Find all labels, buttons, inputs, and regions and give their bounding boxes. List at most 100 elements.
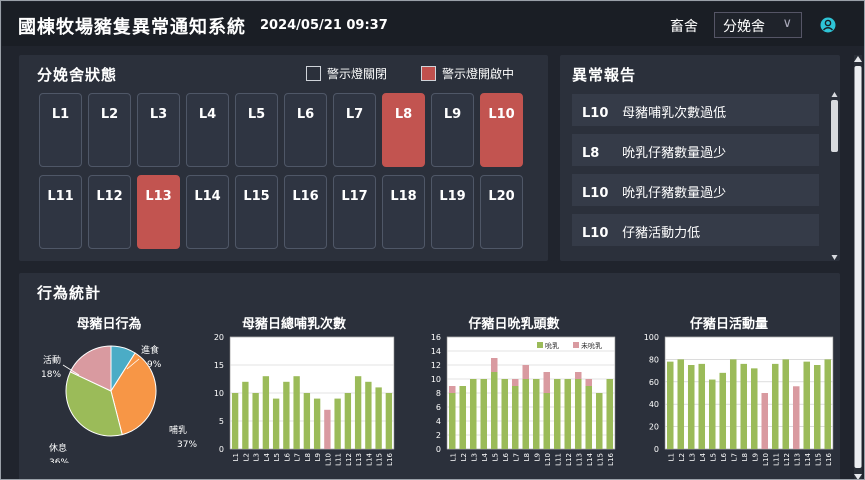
bar-l3 <box>252 393 259 449</box>
leader-line <box>62 364 80 376</box>
pen-l4[interactable]: L4 <box>186 93 229 167</box>
x-tick-label: L11 <box>335 453 343 466</box>
pen-l6[interactable]: L6 <box>284 93 327 167</box>
x-tick-label: L5 <box>709 453 717 461</box>
pie-pct: 18% <box>41 370 61 380</box>
pen-l9[interactable]: L9 <box>431 93 474 167</box>
x-tick-label: L5 <box>273 453 281 461</box>
bar-l1-not-suckling <box>448 386 456 393</box>
report-scrollbar-thumb[interactable] <box>831 100 838 152</box>
x-tick-label: L1 <box>667 453 675 461</box>
report-pen: L10 <box>582 226 609 241</box>
bar-l12 <box>782 359 790 449</box>
report-item[interactable]: L8 吮乳仔豬數量過少 <box>572 134 819 166</box>
pie-pct: 37% <box>177 440 197 450</box>
legend-label: 吮乳 <box>545 341 559 350</box>
x-tick-label: L10 <box>762 453 770 466</box>
pen-l3[interactable]: L3 <box>137 93 180 167</box>
pen-status-panel: 分娩舍狀態 警示燈關閉 警示燈開啟中 L1 L2 L3 L4 L5 L6 L7 L8 L9 L10… <box>19 55 548 261</box>
x-tick-label: L14 <box>586 452 594 465</box>
bar-l13-not-suckling <box>574 372 582 379</box>
bar-l16 <box>385 393 393 449</box>
pen-l12[interactable]: L12 <box>88 175 131 249</box>
bar-l8 <box>303 393 311 449</box>
bar-l10 <box>324 409 331 449</box>
report-scrollbar[interactable] <box>831 92 838 260</box>
x-tick-label: L13 <box>793 453 801 466</box>
legend-light-off: 警示燈關閉 <box>306 65 387 82</box>
pen-status-title: 分娩舍狀態 <box>37 66 118 84</box>
y-tick-label: 12 <box>431 361 441 370</box>
report-item[interactable]: L10 母豬哺乳次數過低 <box>572 94 819 126</box>
pie-slice-2 <box>65 371 123 437</box>
pen-l19[interactable]: L19 <box>431 175 474 249</box>
pen-l17[interactable]: L17 <box>333 175 376 249</box>
page-scrollbar[interactable] <box>853 55 863 480</box>
y-tick-label: 6 <box>436 403 441 412</box>
pie-label: 哺乳 <box>169 424 187 436</box>
report-item[interactable]: L10 吮乳仔豬數量過少 <box>572 174 819 206</box>
x-tick-label: L9 <box>314 453 322 461</box>
bar-l16 <box>824 359 832 449</box>
y-tick-label: 16 <box>431 333 441 342</box>
pie-label: 休息 <box>49 442 67 454</box>
x-tick-label: L12 <box>783 453 791 466</box>
bar-l11 <box>334 398 341 449</box>
user-icon[interactable] <box>820 17 836 33</box>
x-tick-label: L6 <box>283 452 291 461</box>
piglet-suckling-bar-chart: 0 2 4 6 8 10 12 14 16 L1 L2 L3 L4 L5 L6 L7 L8 L9 L10 L11 L12… <box>431 333 616 466</box>
pen-l16[interactable]: L16 <box>284 175 327 249</box>
pen-l1[interactable]: L1 <box>39 93 82 167</box>
y-tick-label: 20 <box>649 423 659 432</box>
x-tick-label: L15 <box>596 453 604 466</box>
legend-label: 未吮乳 <box>581 341 602 350</box>
bar-l10 <box>761 393 769 449</box>
pie-pct: 36% <box>49 458 69 463</box>
legend-off-swatch <box>306 66 321 81</box>
x-tick-label: L10 <box>324 453 332 466</box>
barn-select[interactable]: 分娩舍 ∨ <box>714 12 802 38</box>
bar-l14-not-suckling <box>585 379 593 386</box>
pen-l14[interactable]: L14 <box>186 175 229 249</box>
bar-l8-not-suckling <box>522 365 530 379</box>
bar-l8 <box>740 363 748 449</box>
pen-l18[interactable]: L18 <box>382 175 425 249</box>
pen-l8[interactable]: L8 <box>382 93 425 167</box>
pen-l10[interactable]: L10 <box>480 93 523 167</box>
pen-l7[interactable]: L7 <box>333 93 376 167</box>
bar-l5-suckling <box>490 372 498 449</box>
bar-l3-suckling <box>469 379 477 449</box>
y-tick-label: 2 <box>436 431 441 440</box>
y-tick-label: 0 <box>219 445 224 454</box>
pen-l13[interactable]: L13 <box>137 175 180 249</box>
app-title: 國棟牧場豬隻異常通知系統 <box>18 17 246 38</box>
bar-l7 <box>293 376 300 449</box>
pie-label: 進食 <box>141 344 159 356</box>
bar-l3 <box>687 365 695 449</box>
report-pen: L10 <box>582 106 609 121</box>
x-tick-label: L13 <box>575 453 583 466</box>
report-text: 吮乳仔豬數量過少 <box>622 186 727 201</box>
bar-l10-suckling <box>543 393 551 449</box>
bar-l16-suckling <box>606 379 614 449</box>
pen-l2[interactable]: L2 <box>88 93 131 167</box>
pen-l20[interactable]: L20 <box>480 175 523 249</box>
bar-l15 <box>813 365 821 449</box>
report-item[interactable]: L10 仔豬活動力低 <box>572 214 819 246</box>
bar-l4-suckling <box>480 379 488 449</box>
y-tick-label: 20 <box>214 333 224 342</box>
legend-on-label: 警示燈開啟中 <box>442 67 515 81</box>
pen-l5[interactable]: L5 <box>235 93 278 167</box>
bar-l4 <box>698 363 706 449</box>
x-tick-label: L7 <box>730 453 738 461</box>
pen-l15[interactable]: L15 <box>235 175 278 249</box>
x-tick-label: L14 <box>365 452 373 465</box>
y-tick-label: 5 <box>219 417 224 426</box>
bar-l6 <box>283 381 290 449</box>
pen-l11[interactable]: L11 <box>39 175 82 249</box>
x-tick-label: L3 <box>253 453 261 461</box>
bar-l7 <box>729 359 737 449</box>
y-tick-label: 40 <box>649 400 659 409</box>
y-tick-label: 14 <box>431 347 441 356</box>
